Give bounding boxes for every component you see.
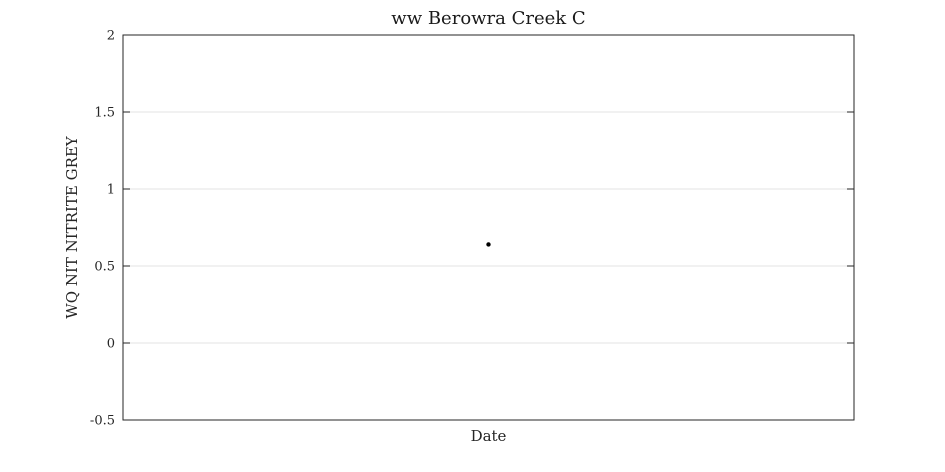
y-tick-label: 0.5 [94,260,115,275]
plot-area-frame [122,34,855,421]
y-tick-label: 0 [107,337,115,352]
y-tick-label: 1 [107,183,115,198]
data-points [486,242,491,247]
grid-lines [123,111,854,344]
y-tick-label: -0.5 [90,414,115,429]
chart-title: ww Berowra Creek C [391,8,585,29]
data-point [486,242,491,247]
y-tick-label: 2 [107,29,115,44]
tick-marks [123,34,854,421]
y-tick-label: 1.5 [94,106,115,121]
y-tick-labels: -0.5 0 0.5 1 1.5 2 [90,29,115,429]
x-axis-label: Date [471,427,507,445]
y-axis-label: WQ NIT NITRITE GREY [63,135,81,319]
